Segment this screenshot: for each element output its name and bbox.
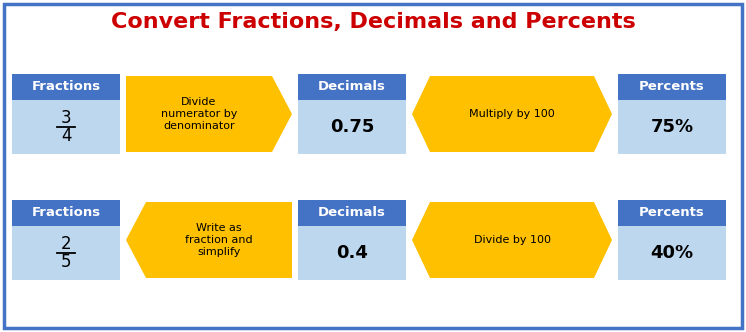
FancyBboxPatch shape xyxy=(618,100,726,154)
Text: Fractions: Fractions xyxy=(31,80,101,94)
Text: Multiply by 100: Multiply by 100 xyxy=(469,109,555,119)
Text: Convert Fractions, Decimals and Percents: Convert Fractions, Decimals and Percents xyxy=(110,12,636,32)
Text: 0.75: 0.75 xyxy=(330,118,374,136)
Text: 75%: 75% xyxy=(651,118,694,136)
Text: Percents: Percents xyxy=(639,207,705,219)
FancyBboxPatch shape xyxy=(4,4,742,328)
Polygon shape xyxy=(126,76,292,152)
Polygon shape xyxy=(126,202,292,278)
FancyBboxPatch shape xyxy=(12,226,120,280)
Text: 40%: 40% xyxy=(651,244,694,262)
FancyBboxPatch shape xyxy=(618,74,726,100)
FancyBboxPatch shape xyxy=(298,74,406,100)
Text: 5: 5 xyxy=(60,253,72,271)
Text: Fractions: Fractions xyxy=(31,207,101,219)
Text: Percents: Percents xyxy=(639,80,705,94)
Text: Divide by 100: Divide by 100 xyxy=(474,235,551,245)
FancyBboxPatch shape xyxy=(12,100,120,154)
Text: 2: 2 xyxy=(60,235,72,253)
FancyBboxPatch shape xyxy=(12,74,120,100)
Text: Divide
numerator by
denominator: Divide numerator by denominator xyxy=(161,97,237,130)
Text: Write as
fraction and
simplify: Write as fraction and simplify xyxy=(185,223,253,257)
Text: 0.4: 0.4 xyxy=(336,244,368,262)
Text: Decimals: Decimals xyxy=(318,80,386,94)
FancyBboxPatch shape xyxy=(298,226,406,280)
FancyBboxPatch shape xyxy=(618,200,726,226)
Polygon shape xyxy=(412,76,612,152)
Text: 3: 3 xyxy=(60,109,72,127)
Text: Decimals: Decimals xyxy=(318,207,386,219)
Polygon shape xyxy=(412,202,612,278)
Text: 4: 4 xyxy=(60,127,72,145)
FancyBboxPatch shape xyxy=(12,200,120,226)
FancyBboxPatch shape xyxy=(618,226,726,280)
FancyBboxPatch shape xyxy=(298,100,406,154)
FancyBboxPatch shape xyxy=(298,200,406,226)
